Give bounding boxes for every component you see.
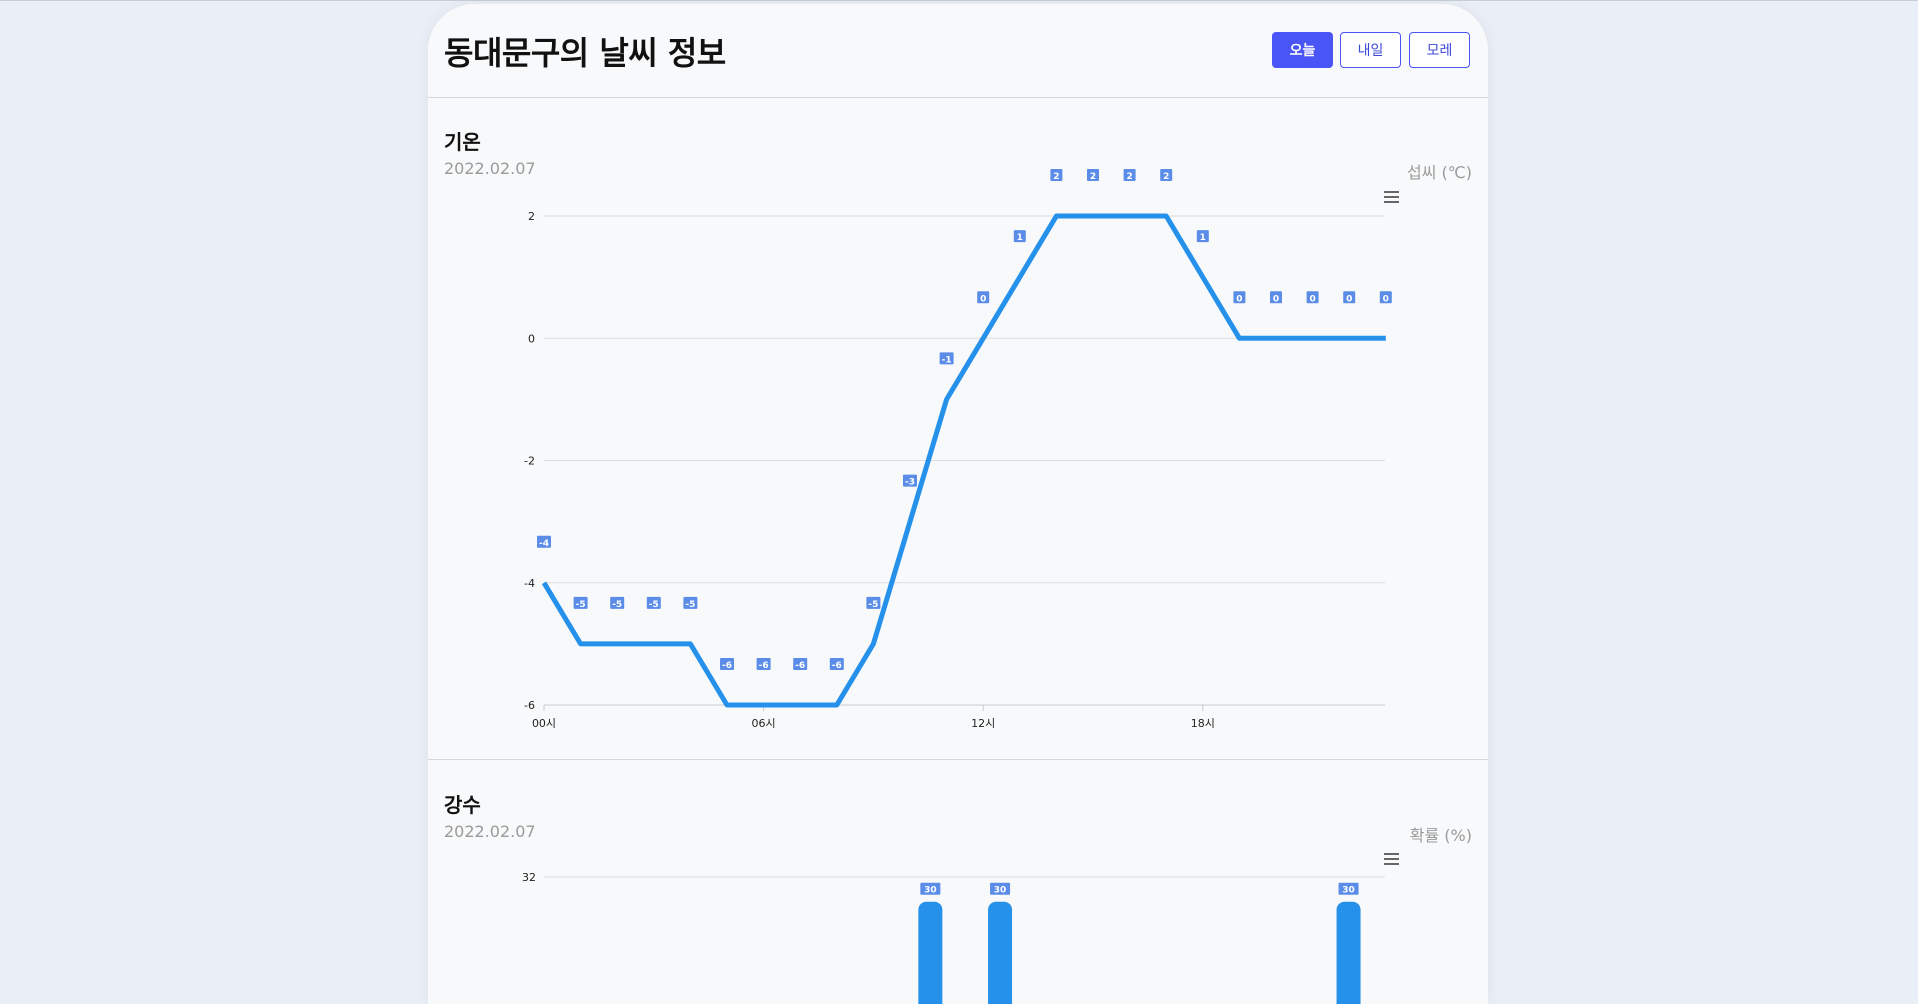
temperature-data-label: 2 xyxy=(1050,169,1063,182)
section-divider xyxy=(428,759,1488,760)
svg-text:2: 2 xyxy=(1126,172,1132,182)
svg-text:30: 30 xyxy=(994,886,1007,896)
svg-text:-5: -5 xyxy=(685,600,695,610)
temperature-y-tick-label: 2 xyxy=(528,210,535,223)
day-after-tomorrow-button[interactable]: 모레 xyxy=(1409,32,1470,68)
precipitation-y-tick-label: 32 xyxy=(522,871,536,884)
temperature-y-tick-label: -6 xyxy=(524,699,535,712)
temperature-data-label: 0 xyxy=(1343,291,1356,304)
temperature-section-title: 기온 xyxy=(444,130,481,154)
svg-text:-6: -6 xyxy=(832,661,842,671)
temperature-data-label: 0 xyxy=(1306,291,1319,304)
svg-text:-5: -5 xyxy=(612,600,622,610)
tomorrow-button[interactable]: 내일 xyxy=(1340,32,1401,68)
svg-text:2: 2 xyxy=(1163,172,1169,182)
today-button[interactable]: 오늘 xyxy=(1272,32,1333,68)
svg-text:2: 2 xyxy=(1053,172,1059,182)
precipitation-chart: 32 30 30 30 xyxy=(522,852,1402,1004)
temperature-data-label: 0 xyxy=(977,291,990,304)
svg-text:-6: -6 xyxy=(795,661,805,671)
temperature-date: 2022.02.07 xyxy=(444,159,536,178)
temperature-data-label: -5 xyxy=(610,596,625,610)
temperature-data-label: -6 xyxy=(793,658,808,671)
precipitation-data-label: 30 xyxy=(990,882,1011,896)
temperature-data-label: 0 xyxy=(1379,291,1392,304)
temperature-data-label: -1 xyxy=(939,352,954,365)
temperature-data-label: 2 xyxy=(1123,169,1136,182)
temperature-x-tick-label: 18시 xyxy=(1191,717,1215,730)
precipitation-unit: 확률 (%) xyxy=(1409,826,1472,845)
temperature-data-label: 2 xyxy=(1160,169,1173,182)
temperature-data-label: 0 xyxy=(1270,291,1282,304)
svg-text:0: 0 xyxy=(1309,294,1315,304)
svg-text:0: 0 xyxy=(1236,294,1242,304)
svg-text:-3: -3 xyxy=(905,478,915,488)
temperature-data-label: -5 xyxy=(646,596,661,610)
window-top-border xyxy=(0,0,1918,1)
temperature-x-tick-label: 06시 xyxy=(752,717,776,730)
temperature-unit: 섭씨 (℃) xyxy=(1407,163,1472,182)
precipitation-date: 2022.02.07 xyxy=(444,822,536,841)
svg-text:-6: -6 xyxy=(722,661,732,671)
svg-text:-5: -5 xyxy=(576,600,586,610)
temperature-data-label: -5 xyxy=(866,596,881,610)
temperature-y-tick-label: 0 xyxy=(528,332,535,345)
page-title: 동대문구의 날씨 정보 xyxy=(444,34,726,72)
temperature-data-label: 1 xyxy=(1013,230,1026,243)
svg-text:1: 1 xyxy=(1017,233,1023,243)
temperature-data-label: 0 xyxy=(1233,291,1246,304)
svg-text:0: 0 xyxy=(1346,294,1352,304)
precipitation-data-label: 30 xyxy=(920,882,941,896)
svg-text:0: 0 xyxy=(980,294,986,304)
svg-text:-5: -5 xyxy=(649,600,659,610)
temperature-data-label: -5 xyxy=(573,596,588,610)
temperature-chart: 2 0 -2 -4 -6 00시 06시 12시 18시 -4 -5 -5 -5 -5 -6 -6 -6 -6… xyxy=(524,169,1402,730)
precipitation-bar xyxy=(918,901,943,1004)
svg-text:0: 0 xyxy=(1273,294,1279,304)
temperature-data-label: -4 xyxy=(537,535,551,549)
precipitation-chart-menu-icon[interactable] xyxy=(1382,852,1402,868)
svg-text:0: 0 xyxy=(1383,294,1389,304)
temperature-data-label: -5 xyxy=(683,596,698,610)
svg-text:30: 30 xyxy=(1342,886,1355,896)
temperature-data-label: -6 xyxy=(829,658,844,671)
svg-text:30: 30 xyxy=(924,886,937,896)
temperature-data-label: 1 xyxy=(1196,230,1209,243)
svg-text:-5: -5 xyxy=(868,600,878,610)
card-header: 동대문구의 날씨 정보 오늘 내일 모레 xyxy=(428,4,1488,98)
temperature-data-label: -6 xyxy=(720,658,734,671)
precipitation-section-title: 강수 xyxy=(444,793,481,817)
temperature-series-line xyxy=(541,213,1386,708)
svg-text:-4: -4 xyxy=(539,539,549,549)
temperature-chart-menu-icon[interactable] xyxy=(1382,190,1402,206)
temperature-data-label: 2 xyxy=(1087,169,1099,182)
temperature-data-label: -6 xyxy=(756,658,771,671)
precipitation-data-label: 30 xyxy=(1338,882,1359,896)
temperature-y-tick-label: -4 xyxy=(524,577,535,590)
svg-text:-6: -6 xyxy=(759,661,769,671)
weather-card: 동대문구의 날씨 정보 오늘 내일 모레 기온 2022.02.07 섭씨 (℃… xyxy=(428,4,1488,1004)
temperature-y-tick-label: -2 xyxy=(524,455,535,468)
temperature-x-tick-label: 12시 xyxy=(971,717,995,730)
precipitation-bar xyxy=(988,901,1013,1004)
temperature-x-tick-label: 00시 xyxy=(532,717,556,730)
temperature-data-label: -3 xyxy=(903,474,917,488)
svg-text:-1: -1 xyxy=(942,355,952,365)
svg-text:1: 1 xyxy=(1200,233,1206,243)
svg-text:2: 2 xyxy=(1090,172,1096,182)
precipitation-bar xyxy=(1336,901,1361,1004)
